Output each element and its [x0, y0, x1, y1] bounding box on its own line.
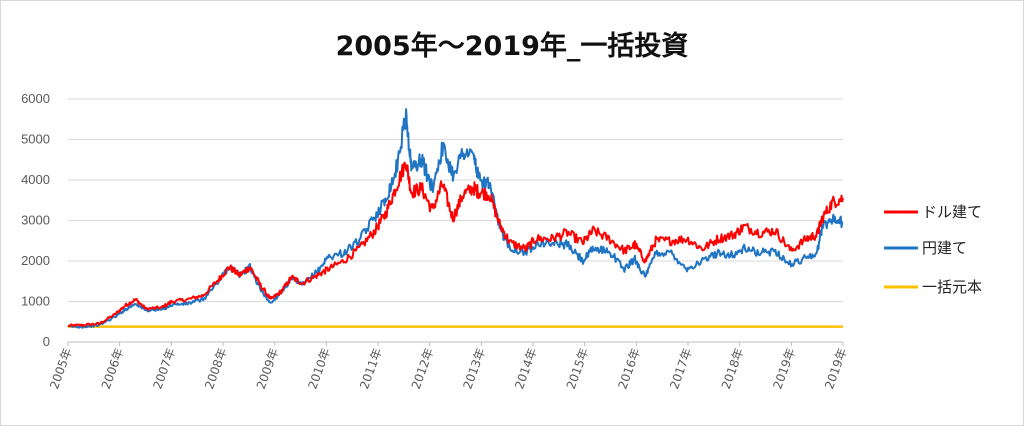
- y-tick-label: 4000: [21, 172, 50, 187]
- y-tick-label: 6000: [21, 91, 50, 106]
- y-axis-ticks: 0 1000 2000 3000 4000 5000 6000: [21, 91, 50, 349]
- gridlines: [68, 98, 843, 343]
- x-tick-label: 2014年: [512, 346, 540, 391]
- x-tick-label: 2012年: [409, 346, 437, 391]
- x-tick-label: 2019年: [822, 346, 850, 391]
- series-line-0: [67, 161, 844, 328]
- x-tick-label: 2017年: [667, 346, 695, 391]
- x-tick-label: 2013年: [460, 346, 488, 391]
- x-tick-label: 2006年: [99, 346, 127, 391]
- chart-title: 2005年～2019年_一括投資: [336, 30, 689, 62]
- y-tick-label: 2000: [21, 253, 50, 268]
- y-tick-label: 3000: [21, 213, 50, 228]
- x-tick-label: 2007年: [150, 346, 178, 391]
- x-tick-label: 2018年: [719, 346, 747, 391]
- plot-area: [67, 108, 844, 329]
- y-tick-label: 1000: [21, 294, 50, 309]
- x-tick-label: 2011年: [357, 346, 385, 391]
- x-tick-label: 2016年: [615, 346, 643, 391]
- y-tick-label: 0: [43, 334, 50, 349]
- legend-label-2: 一括元本: [922, 278, 982, 296]
- x-axis-ticks: 2005年 2006年 2007年 2008年 2009年 2010年 2011年 2012年…: [47, 342, 850, 391]
- y-tick-label: 5000: [21, 132, 50, 147]
- legend-label-1: 円建て: [922, 239, 967, 257]
- series-line-1: [67, 108, 844, 329]
- x-tick-label: 2010年: [305, 346, 333, 391]
- x-tick-label: 2019年: [770, 346, 798, 391]
- x-tick-label: 2005年: [47, 346, 75, 391]
- x-tick-label: 2009年: [254, 346, 282, 391]
- legend-label-0: ドル建て: [922, 203, 982, 221]
- x-tick-label: 2008年: [202, 346, 230, 391]
- x-tick-label: 2015年: [564, 346, 592, 391]
